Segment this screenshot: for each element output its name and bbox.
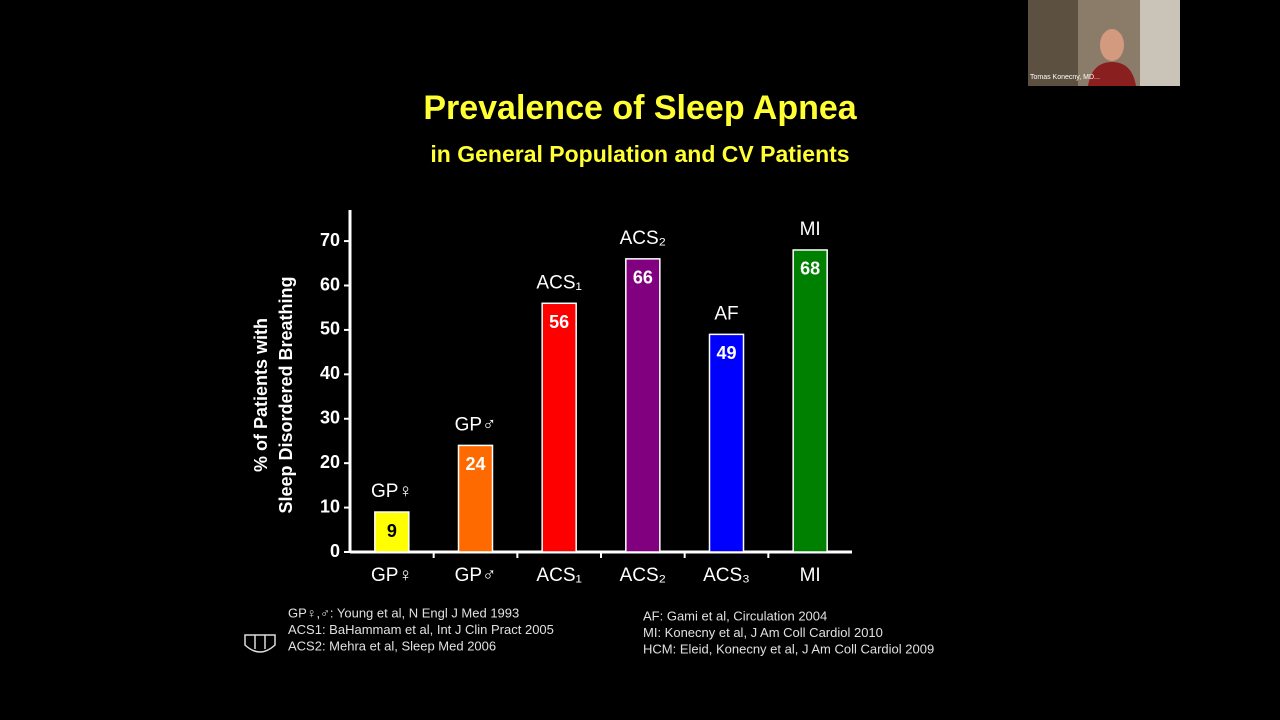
value-label: 9 (387, 521, 397, 541)
x-tick-label: ACS₂ (620, 565, 666, 586)
y-tick-label: 50 (320, 319, 340, 339)
y-tick-label: 20 (320, 452, 340, 472)
y-tick-label: 30 (320, 408, 340, 428)
x-tick-label: MI (800, 565, 821, 586)
bar (625, 258, 661, 553)
bar-label: GP♂ (455, 414, 497, 435)
y-tick-label: 40 (320, 363, 340, 383)
y-tick-label: 10 (320, 496, 340, 516)
bar-label: AF (714, 303, 738, 324)
bar (792, 249, 828, 553)
bar-label: MI (800, 219, 821, 240)
participant-name: Tomas Konecny, MD... (1030, 74, 1100, 81)
x-tick-label: GP♀ (371, 565, 413, 586)
chart-subtitle: in General Population and CV Patients (430, 141, 849, 167)
footnote: GP♀,♂: Young et al, N Engl J Med 1993 (288, 605, 519, 620)
footnote: ACS1: BaHammam et al, Int J Clin Pract 2… (288, 622, 554, 637)
logo (244, 634, 276, 653)
webcam-tile: Tomas Konecny, MD... (1028, 0, 1180, 86)
x-tick-label: ACS₃ (703, 565, 750, 586)
y-tick-label: 0 (330, 541, 340, 561)
footnote: HCM: Eleid, Konecny et al, J Am Coll Car… (643, 641, 934, 656)
y-tick-label: 70 (320, 230, 340, 250)
bar (708, 333, 745, 553)
footnote: MI: Konecny et al, J Am Coll Cardiol 201… (643, 625, 883, 640)
footnote: AF: Gami et al, Circulation 2004 (643, 608, 827, 623)
value-label: 56 (549, 312, 569, 332)
y-axis-label: % of Patients with (251, 318, 271, 472)
x-tick-label: ACS₁ (536, 565, 581, 586)
bar (374, 511, 410, 553)
bar-label: GP♀ (371, 481, 413, 502)
value-label: 68 (800, 259, 820, 279)
bar-label: ACS₁ (536, 272, 581, 293)
value-label: 66 (633, 268, 653, 288)
bar-label: ACS₂ (620, 228, 666, 249)
value-label: 49 (716, 343, 736, 363)
chart-title: Prevalence of Sleep Apnea (423, 89, 857, 127)
y-tick-label: 60 (320, 274, 340, 294)
y-axis-label: Sleep Disordered Breathing (276, 276, 296, 513)
value-label: 24 (465, 454, 485, 474)
bar (541, 302, 577, 553)
x-tick-label: GP♂ (455, 565, 497, 586)
footnote: ACS2: Mehra et al, Sleep Med 2006 (288, 638, 496, 653)
bar (457, 444, 494, 553)
